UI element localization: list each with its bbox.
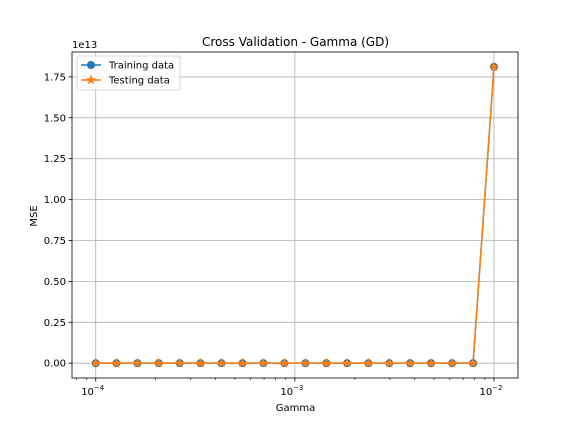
data-point (279, 357, 290, 368)
data-point (90, 357, 101, 368)
legend-marker (87, 61, 95, 69)
x-tick-label: 10−3 (280, 384, 303, 398)
data-point (363, 357, 374, 368)
data-point (153, 357, 164, 368)
legend-entry: Training data (81, 61, 174, 72)
y-tick-label: 0.25 (44, 318, 66, 329)
data-point (467, 357, 479, 368)
data-point (174, 357, 185, 368)
data-point (488, 61, 500, 72)
y-axis-label: MSE (29, 205, 40, 226)
y-tick-label: 1.75 (44, 72, 66, 83)
data-point (405, 357, 416, 368)
legend-label: Testing data (108, 76, 170, 87)
y-axis-offset-text: 1e13 (72, 40, 97, 51)
data-point (342, 357, 353, 368)
y-tick-label: 0.00 (44, 359, 66, 370)
data-point (237, 357, 248, 368)
y-tick-label: 1.25 (44, 154, 66, 165)
data-point (216, 357, 227, 368)
data-point (111, 357, 122, 368)
legend: Training data Testing data (76, 55, 181, 91)
y-tick-label: 0.50 (44, 277, 66, 288)
plot-series (90, 61, 500, 368)
data-point (321, 357, 332, 368)
legend-entry: Testing data (81, 74, 170, 87)
data-point (447, 357, 458, 368)
data-point (258, 357, 269, 368)
x-tick-label: 10−4 (81, 384, 105, 398)
data-point (300, 357, 311, 368)
series-1 (90, 61, 500, 368)
legend-label: Training data (108, 61, 174, 72)
legend-marker (85, 74, 97, 85)
data-point (384, 357, 395, 368)
data-point (195, 357, 206, 368)
y-tick-label: 1.50 (44, 113, 66, 124)
x-tick-label: 10−2 (479, 384, 502, 398)
chart-title: Cross Validation - Gamma (GD) (202, 35, 389, 49)
x-axis-label: Gamma (276, 403, 316, 414)
series-line (95, 66, 495, 364)
legend-box (76, 55, 181, 91)
axis-ticks: 0.00 0.25 0.50 0.75 1.00 1.25 1.50 1.75 10−4 10−3… (44, 72, 503, 398)
data-point (425, 357, 437, 368)
y-tick-label: 0.75 (44, 236, 66, 247)
y-tick-label: 1.00 (44, 195, 66, 206)
data-point (132, 357, 143, 368)
